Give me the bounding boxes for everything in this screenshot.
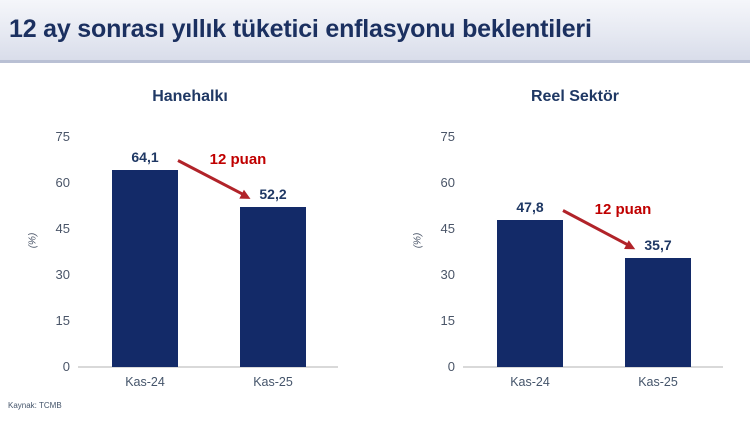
y-tick-label: 15 <box>55 313 70 328</box>
bar-kas-25 <box>240 206 306 367</box>
source-note: Kaynak: TCMB <box>8 401 62 410</box>
y-tick-label: 60 <box>55 175 70 190</box>
y-tick-label: 0 <box>62 359 70 374</box>
change-annotation: 12 puan <box>209 151 267 169</box>
page-title: 12 ay sonrası yıllık tüketici enflasyonu… <box>9 15 592 44</box>
x-axis-baseline <box>463 366 723 368</box>
y-tick-label: 45 <box>55 221 70 236</box>
bar-kas-25 <box>625 257 691 367</box>
category-label: Kas-24 <box>510 375 550 389</box>
x-axis-baseline <box>78 366 338 368</box>
bar-kas-24 <box>497 220 563 367</box>
y-tick-label: 60 <box>440 175 455 190</box>
y-tick-label: 30 <box>55 267 70 282</box>
charts-area: Hanehalkı 0 15 30 45 60 75 (%) 64,1 Kas-24 52,2 Kas… <box>0 70 750 400</box>
y-axis-label: (%) <box>412 232 424 249</box>
chart-title: Hanehalkı <box>152 88 228 105</box>
category-label: Kas-25 <box>253 375 293 389</box>
y-axis-label: (%) <box>27 232 39 249</box>
category-label: Kas-25 <box>638 375 678 389</box>
bar-value-label: 64,1 <box>131 149 159 166</box>
chart-title: Reel Sektör <box>530 88 620 105</box>
change-annotation: 12 puan <box>594 201 652 219</box>
bar-value-label: 47,8 <box>516 199 544 216</box>
title-banner: 12 ay sonrası yıllık tüketici enflasyonu… <box>0 0 750 63</box>
y-tick-label: 75 <box>55 129 70 144</box>
chart-panel-hanehalki: Hanehalkı 0 15 30 45 60 75 (%) 64,1 Kas-24 52,2 Kas… <box>0 70 375 400</box>
y-tick-label: 15 <box>440 313 455 328</box>
chart-panel-reel-sektor: Reel Sektör 0 15 30 45 60 75 (%) 47,8 Kas-24 35,7 K… <box>385 70 750 400</box>
y-tick-label: 75 <box>440 129 455 144</box>
bar-value-label: 52,2 <box>259 185 287 202</box>
bar-kas-24 <box>112 170 178 367</box>
y-tick-label: 30 <box>440 267 455 282</box>
y-tick-label: 45 <box>440 221 455 236</box>
y-tick-label: 0 <box>447 359 455 374</box>
category-label: Kas-24 <box>125 375 165 389</box>
bar-value-label: 35,7 <box>644 236 672 253</box>
